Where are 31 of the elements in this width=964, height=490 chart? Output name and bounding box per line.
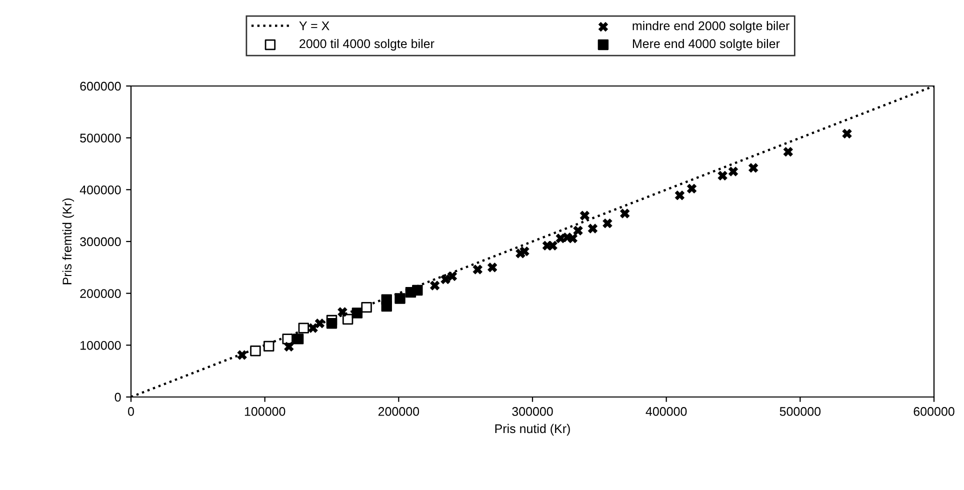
point [381,294,392,305]
point [394,293,406,304]
x-tick-label: 400000 [646,407,687,416]
point [282,334,293,344]
y-tick-label: 100000 [80,340,121,350]
legend-label: Y = X [299,22,330,30]
legend-label: Mere end 4000 solgte biler [632,38,780,51]
legend-label: 2000 til 4000 solgte biler [300,38,434,51]
x-tick-label: 0 [128,407,134,416]
y-tick-label: 200000 [80,289,121,298]
x-tick-label: 300000 [512,407,553,416]
y-tick-label: 0 [114,392,121,402]
point [326,318,338,329]
point [250,346,261,356]
point [292,334,304,344]
x-tick-label: 500000 [780,407,821,416]
y-tick-label: 500000 [80,134,121,142]
y-tick-label: 600000 [80,82,121,91]
y-tick-label: 400000 [80,185,121,194]
point [361,302,372,313]
point [412,284,423,296]
x-tick-label: 200000 [378,407,420,416]
point [352,308,363,318]
x-tick-label: 600000 [914,407,954,416]
point [263,340,274,352]
point [298,322,309,334]
y-axis-title: Pris fremtid (Kr) [62,198,74,284]
x-tick-label: 100000 [244,407,286,416]
legend-label: mindre end 2000 solgte biler [632,21,790,33]
x-axis-title: Pris nutid (Kr) [495,424,570,436]
y-tick-label: 300000 [80,237,121,246]
